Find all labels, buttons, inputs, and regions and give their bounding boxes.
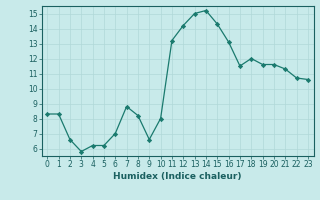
X-axis label: Humidex (Indice chaleur): Humidex (Indice chaleur) [113, 172, 242, 181]
